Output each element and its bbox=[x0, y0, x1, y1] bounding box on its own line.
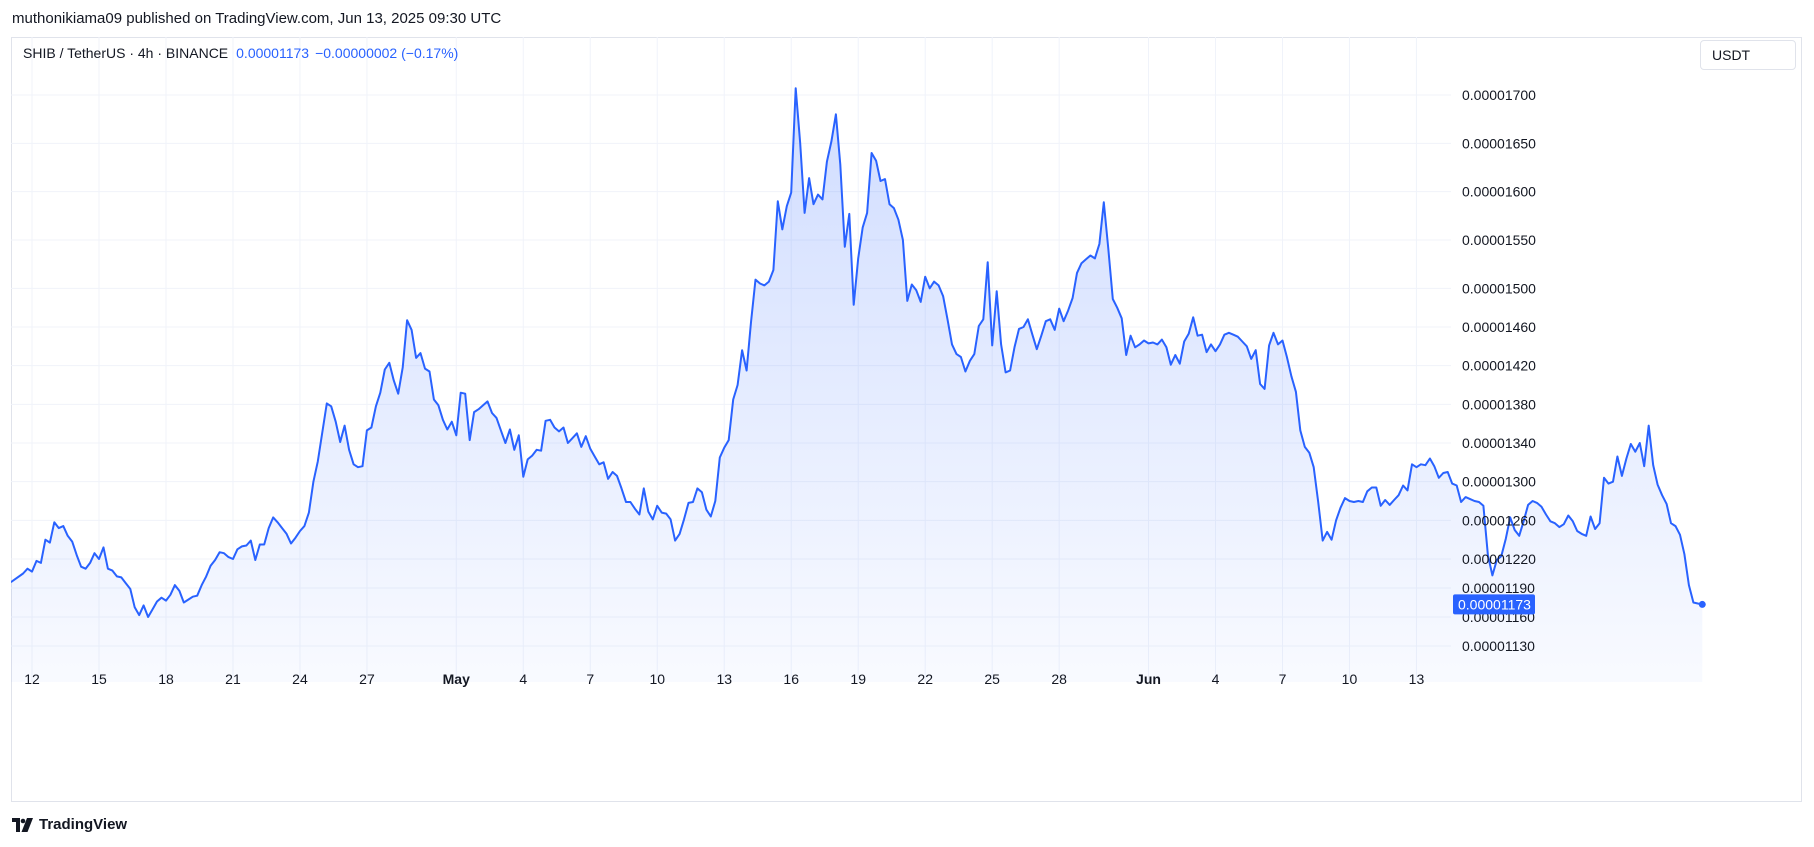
x-axis: 12 15 18 21 24 27 May 4 7 10 13 16 19 22 25 28 Jun 4 7 10 13 bbox=[24, 671, 1424, 687]
x-tick-label-12: 19 bbox=[850, 671, 866, 687]
x-tick-label-13: 22 bbox=[917, 671, 933, 687]
y-axis: 0.00001700 0.00001650 0.00001600 0.00001550… bbox=[1462, 87, 1536, 654]
y-tick-label-0: 0.00001700 bbox=[1462, 87, 1536, 103]
publish-line: muthonikiama09 published on TradingView.… bbox=[12, 10, 502, 27]
y-tick-label-8: 0.00001340 bbox=[1462, 435, 1536, 451]
x-tick-label-3: 21 bbox=[225, 671, 241, 687]
tradingview-logo-icon bbox=[12, 817, 34, 832]
chart-legend: SHIB / TetherUS · 4h · BINANCE 0.00001173… bbox=[23, 45, 458, 61]
y-tick-label-10: 0.00001260 bbox=[1462, 512, 1536, 528]
last-price-badge-label: 0.00001173 bbox=[1458, 596, 1531, 612]
x-tick-label-18: 7 bbox=[1279, 671, 1287, 687]
x-tick-label-17: 4 bbox=[1212, 671, 1220, 687]
x-tick-label-10: 13 bbox=[716, 671, 732, 687]
last-price-badge-bg bbox=[1453, 594, 1535, 615]
x-tick-label-6: May bbox=[443, 671, 470, 687]
price-area-fill bbox=[11, 88, 1703, 682]
y-tick-label-6: 0.00001420 bbox=[1462, 358, 1536, 374]
chart-frame bbox=[11, 37, 1802, 802]
x-tick-label-8: 7 bbox=[586, 671, 594, 687]
last-price-badge: 0.00001173 bbox=[1453, 594, 1535, 615]
x-tick-label-0: 12 bbox=[24, 671, 40, 687]
y-tick-label-5: 0.00001460 bbox=[1462, 319, 1536, 335]
y-tick-label-14: 0.00001130 bbox=[1462, 638, 1535, 654]
y-tick-label-12: 0.00001190 bbox=[1462, 580, 1535, 596]
last-price-dot bbox=[1698, 600, 1706, 608]
y-tick-label-3: 0.00001550 bbox=[1462, 232, 1536, 248]
y-tick-label-11: 0.00001220 bbox=[1462, 551, 1536, 567]
y-tick-label-4: 0.00001500 bbox=[1462, 280, 1536, 296]
y-tick-label-2: 0.00001600 bbox=[1462, 184, 1536, 200]
legend-symbol: SHIB / TetherUS · 4h · BINANCE bbox=[23, 45, 229, 61]
x-tick-label-16: Jun bbox=[1136, 671, 1161, 687]
currency-button[interactable]: USDT bbox=[1700, 40, 1796, 70]
price-chart[interactable]: 0.00001700 0.00001650 0.00001600 0.00001550… bbox=[11, 37, 1802, 802]
y-tick-label-7: 0.00001380 bbox=[1462, 396, 1536, 412]
y-tick-label-9: 0.00001300 bbox=[1462, 474, 1536, 490]
legend-last-price: 0.00001173 bbox=[236, 45, 310, 61]
legend-change: −0.00000002 (−0.17%) bbox=[315, 45, 459, 61]
x-tick-label-15: 28 bbox=[1051, 671, 1067, 687]
x-tick-label-20: 13 bbox=[1409, 671, 1425, 687]
price-line bbox=[11, 87, 1703, 618]
x-tick-label-9: 10 bbox=[649, 671, 665, 687]
x-tick-label-14: 25 bbox=[984, 671, 1000, 687]
tradingview-brand-label: TradingView bbox=[39, 816, 128, 833]
tradingview-brand[interactable]: TradingView bbox=[12, 816, 127, 833]
x-tick-label-19: 10 bbox=[1342, 671, 1358, 687]
x-tick-label-5: 27 bbox=[359, 671, 375, 687]
x-tick-label-1: 15 bbox=[91, 671, 107, 687]
x-tick-label-4: 24 bbox=[292, 671, 308, 687]
y-tick-label-1: 0.00001650 bbox=[1462, 135, 1536, 151]
x-tick-label-2: 18 bbox=[158, 671, 174, 687]
x-tick-label-7: 4 bbox=[519, 671, 527, 687]
x-tick-label-11: 16 bbox=[783, 671, 799, 687]
